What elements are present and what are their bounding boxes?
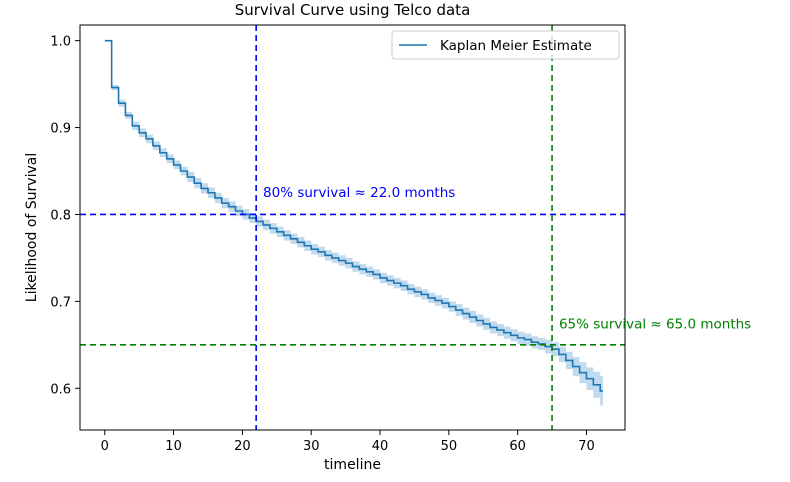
x-tick-label: 0: [101, 439, 109, 454]
legend-label: Kaplan Meier Estimate: [440, 38, 592, 54]
x-tick-label: 60: [509, 439, 526, 454]
x-tick-label: 30: [303, 439, 320, 454]
y-tick-label: 0.8: [50, 208, 71, 223]
legend-box: [391, 30, 620, 60]
y-axis-label: Likelihood of Survival: [24, 153, 40, 302]
x-tick-label: 70: [578, 439, 595, 454]
y-tick-label: 1.0: [50, 35, 71, 50]
y-tick-label: 0.6: [50, 382, 71, 397]
y-axis-ticks: 0.6 0.7 0.8 0.9 1.0: [50, 35, 80, 397]
confidence-band: [104, 40, 603, 406]
annotation-0: 80% survival ≈ 22.0 months: [263, 185, 455, 201]
legend: Kaplan Meier Estimate: [391, 30, 620, 60]
km-estimate-line: [104, 39, 603, 392]
axes-frame: [79, 24, 626, 431]
x-tick-label: 20: [234, 439, 251, 454]
x-axis-ticks: 0 10 20 30 40 50 60 70: [101, 430, 595, 454]
x-tick-label: 50: [441, 439, 458, 454]
y-tick-label: 0.7: [50, 295, 71, 310]
plot-area: 80% survival ≈ 22.0 months 65% survival ≈…: [79, 24, 751, 431]
x-tick-label: 40: [372, 439, 389, 454]
annotation-1: 65% survival ≈ 65.0 months: [559, 316, 751, 332]
x-axis-label: timeline: [324, 457, 381, 473]
y-tick-label: 0.9: [50, 122, 71, 137]
chart-title: Survival Curve using Telco data: [235, 1, 471, 19]
x-tick-label: 10: [165, 439, 182, 454]
